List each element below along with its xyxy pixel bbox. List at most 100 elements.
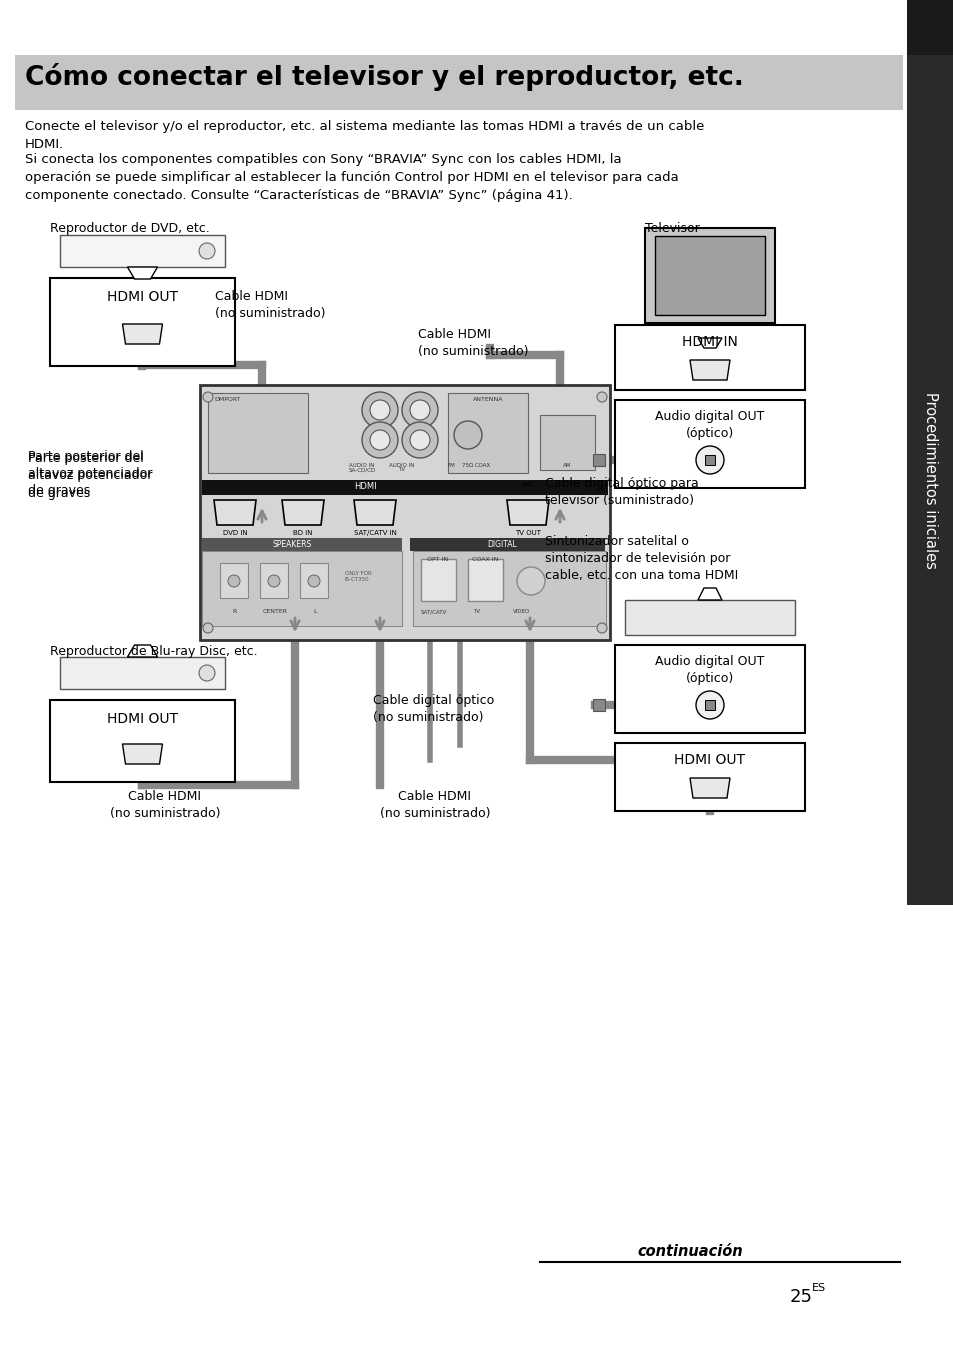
Bar <box>200 385 609 639</box>
Text: Audio digital OUT
(óptico): Audio digital OUT (óptico) <box>655 654 764 685</box>
Text: Audio digital OUT
(óptico): Audio digital OUT (óptico) <box>655 410 764 439</box>
Text: Cable HDMI
(no suministrado): Cable HDMI (no suministrado) <box>417 329 528 358</box>
Text: COAX IN: COAX IN <box>472 557 497 562</box>
Text: TV: TV <box>473 608 479 614</box>
Text: SAT/CATV: SAT/CATV <box>420 608 447 614</box>
Bar <box>644 228 774 323</box>
Polygon shape <box>354 500 395 525</box>
Circle shape <box>597 623 606 633</box>
Text: Cómo conectar el televisor y el reproductor, etc.: Cómo conectar el televisor y el reproduc… <box>25 64 743 91</box>
Bar <box>420 558 456 602</box>
Circle shape <box>361 392 397 429</box>
Text: OPT IN: OPT IN <box>427 557 448 562</box>
Text: AUDIO IN: AUDIO IN <box>389 462 415 468</box>
Bar <box>299 562 328 598</box>
Text: HDMI OUT: HDMI OUT <box>107 713 178 726</box>
Bar <box>624 600 794 635</box>
Bar <box>202 538 401 552</box>
Text: CENTER: CENTER <box>262 608 287 614</box>
Circle shape <box>199 243 214 260</box>
Text: SPEAKERS: SPEAKERS <box>273 539 312 549</box>
Bar <box>60 657 225 690</box>
Text: ANTENNA: ANTENNA <box>473 397 503 402</box>
Text: Cable digital óptico
(no suministrado): Cable digital óptico (no suministrado) <box>373 694 494 725</box>
Circle shape <box>410 430 430 450</box>
Text: Cable HDMI
(no suministrado): Cable HDMI (no suministrado) <box>110 790 220 821</box>
Text: Parte posterior del
altavoz potenciador
de graves: Parte posterior del altavoz potenciador … <box>28 450 152 498</box>
Bar <box>593 699 604 711</box>
Circle shape <box>454 420 481 449</box>
Polygon shape <box>213 500 255 525</box>
Polygon shape <box>698 338 721 347</box>
Bar <box>615 645 804 733</box>
Text: SA-CD/CD: SA-CD/CD <box>348 466 375 472</box>
Polygon shape <box>689 360 729 380</box>
Polygon shape <box>122 324 162 343</box>
Circle shape <box>370 400 390 420</box>
Bar <box>615 400 804 488</box>
Text: R: R <box>233 608 237 614</box>
Text: Reproductor de Blu-ray Disc, etc.: Reproductor de Blu-ray Disc, etc. <box>50 645 257 658</box>
Bar <box>615 744 804 811</box>
Text: Televisor: Televisor <box>644 222 699 235</box>
Bar <box>593 454 604 466</box>
Text: L: L <box>313 608 316 614</box>
Circle shape <box>203 392 213 402</box>
Bar <box>50 279 234 366</box>
Bar <box>220 562 248 598</box>
Text: DVD IN: DVD IN <box>222 530 247 535</box>
Circle shape <box>268 575 280 587</box>
Circle shape <box>401 422 437 458</box>
Circle shape <box>696 691 723 719</box>
Polygon shape <box>689 777 729 798</box>
Bar <box>50 700 234 781</box>
Text: Reproductor de DVD, etc.: Reproductor de DVD, etc. <box>50 222 210 235</box>
Circle shape <box>361 422 397 458</box>
Bar <box>413 552 605 626</box>
Text: BD IN: BD IN <box>293 530 313 535</box>
Circle shape <box>517 566 544 595</box>
Circle shape <box>696 446 723 475</box>
Text: Parte posterior del
altavoz potenciador
de graves: Parte posterior del altavoz potenciador … <box>28 452 152 500</box>
Bar <box>202 480 607 495</box>
Polygon shape <box>128 266 157 279</box>
Text: HDMI OUT: HDMI OUT <box>674 753 744 767</box>
Text: HDMI: HDMI <box>354 483 375 491</box>
Text: continuación: continuación <box>637 1244 742 1259</box>
Bar <box>655 237 764 315</box>
Bar <box>202 552 401 626</box>
Text: Procedimientos iniciales: Procedimientos iniciales <box>923 392 937 568</box>
Text: HDMI OUT: HDMI OUT <box>107 289 178 304</box>
Text: AM: AM <box>562 462 571 468</box>
Text: TV: TV <box>398 466 405 472</box>
Text: Sintonizador satelital o
sintonizador de televisión por
cable, etc. con una toma: Sintonizador satelital o sintonizador de… <box>544 535 738 581</box>
Text: ARC: ARC <box>520 483 535 488</box>
Bar <box>906 0 953 55</box>
Bar <box>615 324 804 389</box>
Bar <box>15 55 902 110</box>
Text: 25: 25 <box>789 1288 812 1306</box>
Text: SAT/CATV IN: SAT/CATV IN <box>354 530 396 535</box>
Text: Conecte el televisor y/o el reproductor, etc. al sistema mediante las tomas HDMI: Conecte el televisor y/o el reproductor,… <box>25 120 703 151</box>
Bar <box>704 700 714 710</box>
Circle shape <box>228 575 240 587</box>
Circle shape <box>308 575 319 587</box>
Circle shape <box>203 623 213 633</box>
Text: FM: FM <box>448 462 456 468</box>
Bar <box>410 538 604 552</box>
Text: Cable digital óptico para
televisor (suministrado): Cable digital óptico para televisor (sum… <box>544 477 698 507</box>
Circle shape <box>370 430 390 450</box>
Text: Cable HDMI
(no suministrado): Cable HDMI (no suministrado) <box>379 790 490 821</box>
Bar <box>468 558 502 602</box>
Bar <box>448 393 527 473</box>
Text: Cable HDMI
(no suministrado): Cable HDMI (no suministrado) <box>214 289 325 320</box>
Circle shape <box>401 392 437 429</box>
Bar <box>906 55 953 904</box>
Polygon shape <box>698 588 721 600</box>
Polygon shape <box>128 645 157 657</box>
Text: TV OUT: TV OUT <box>515 530 540 535</box>
Text: Si conecta los componentes compatibles con Sony “BRAVIA” Sync con los cables HDM: Si conecta los componentes compatibles c… <box>25 153 678 201</box>
Bar <box>208 393 308 473</box>
Text: HDMI IN: HDMI IN <box>681 335 738 349</box>
Text: VIDEO: VIDEO <box>513 608 530 614</box>
